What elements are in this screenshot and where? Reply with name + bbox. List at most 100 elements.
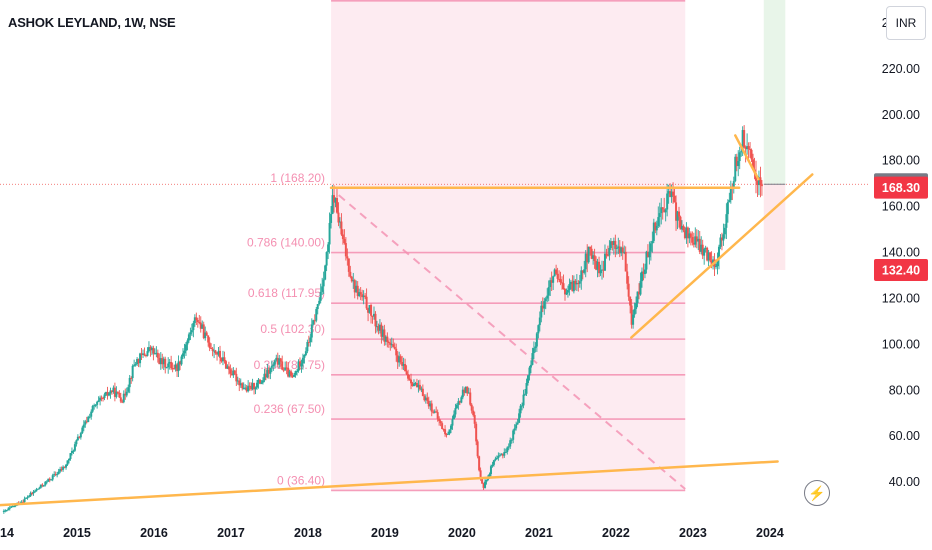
candle-body: [238, 380, 241, 386]
candle-body: [618, 246, 621, 254]
candle-body: [692, 242, 695, 245]
candle-body: [42, 485, 45, 487]
candle-body: [410, 379, 413, 384]
candle-body: [532, 348, 535, 354]
candle-body: [432, 411, 435, 413]
candle-body: [296, 371, 299, 373]
candle-body: [45, 481, 48, 483]
candle-body: [417, 384, 420, 388]
candle-body: [179, 361, 182, 365]
candle-body: [54, 474, 57, 476]
candle-body: [297, 361, 300, 372]
candle-body: [550, 280, 553, 283]
candle-body: [420, 388, 423, 390]
candle-body: [66, 460, 69, 465]
candle-body: [757, 177, 760, 186]
candle-body: [214, 350, 217, 354]
candle-body: [367, 308, 370, 313]
candle-body: [183, 350, 186, 354]
candle-body: [208, 342, 211, 348]
candle-body: [442, 429, 445, 431]
candle-body: [438, 418, 441, 422]
candle-body: [760, 185, 763, 187]
candle-body: [2, 510, 5, 512]
trendline: [630, 173, 814, 339]
candle-body: [25, 497, 28, 499]
candle-body: [28, 496, 31, 498]
candle-body: [82, 424, 85, 428]
price-badge: [874, 176, 928, 199]
candle-body: [704, 247, 707, 250]
candle-body: [395, 348, 398, 356]
candle-body: [353, 280, 356, 293]
candle-body: [177, 361, 180, 372]
candle-body: [624, 251, 627, 272]
candle-body: [479, 470, 482, 479]
candle-body: [654, 222, 657, 231]
candle-body: [537, 325, 540, 334]
candle-body: [737, 161, 740, 167]
candle-body: [617, 246, 620, 248]
candle-body: [309, 337, 312, 343]
candle-body: [155, 352, 158, 354]
candle-body: [254, 387, 257, 390]
candle-body: [414, 383, 417, 385]
currency-selector[interactable]: INR: [886, 6, 926, 40]
candle-body: [522, 394, 525, 406]
candle-body: [358, 292, 361, 297]
candle-body: [153, 353, 156, 355]
chart-title: ASHOK LEYLAND, 1W, NSE: [8, 15, 176, 30]
candle-body: [621, 247, 624, 253]
price-badge-label: 168.30: [882, 181, 920, 195]
candle-body: [558, 278, 561, 280]
candle-body: [258, 379, 261, 384]
candle-body: [247, 385, 250, 392]
candle-body: [633, 308, 636, 315]
candle-body: [131, 365, 134, 379]
candle-body: [444, 429, 447, 435]
candle-body: [750, 149, 753, 160]
candle-body: [716, 259, 719, 267]
candle-body: [374, 313, 377, 327]
candle-body: [87, 416, 90, 423]
candle-body: [572, 280, 575, 292]
candle-body: [596, 261, 599, 270]
candle-body: [245, 387, 248, 392]
candle-body: [51, 475, 54, 480]
candle-body: [555, 269, 558, 274]
candle-body: [170, 362, 173, 369]
candle-body: [196, 320, 199, 322]
trendline: [0, 460, 779, 507]
fib-label: 1 (168.20): [270, 171, 325, 185]
candle-body: [73, 444, 76, 451]
candle-body: [672, 191, 675, 196]
candle-body: [398, 356, 401, 363]
candle-body: [375, 326, 378, 328]
candle-body: [740, 151, 743, 153]
candle-body: [482, 483, 485, 488]
candle-body: [211, 348, 214, 352]
candle-body: [722, 234, 725, 241]
candle-body: [694, 236, 697, 245]
candle-body: [53, 474, 56, 476]
candle-body: [65, 464, 68, 468]
candle-body: [226, 366, 229, 369]
candle-body: [717, 246, 720, 260]
flash-icon[interactable]: ⚡: [804, 480, 830, 506]
candle-body: [574, 280, 577, 285]
x-tick-label: 2021: [525, 526, 553, 540]
x-tick-label: 2018: [294, 526, 322, 540]
candle-body: [130, 377, 133, 379]
candle-body: [424, 397, 427, 401]
candle-body: [165, 367, 168, 369]
candle-body: [281, 361, 284, 370]
candle-body: [478, 456, 481, 471]
candle-body: [304, 351, 307, 356]
candle-body: [405, 371, 408, 375]
candle-body: [50, 479, 53, 481]
candle-body: [581, 270, 584, 273]
y-tick-label: 140.00: [882, 246, 920, 260]
candle-body: [507, 446, 510, 448]
candle-body: [378, 324, 381, 331]
